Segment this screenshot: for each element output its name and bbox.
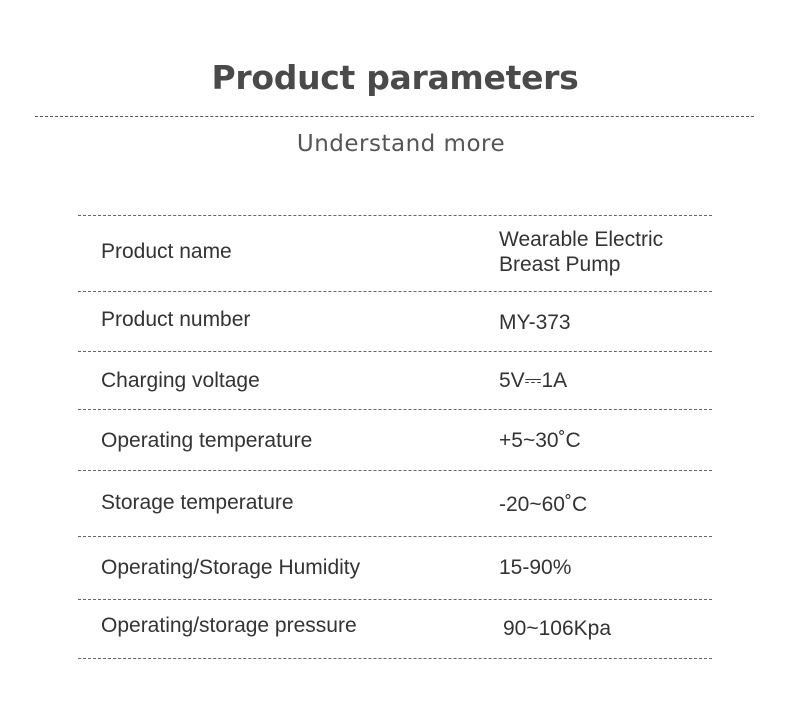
param-value: Breast Pump	[499, 253, 621, 276]
param-value: 90~106Kpa	[503, 617, 612, 640]
param-value: 15-90%	[499, 556, 572, 579]
param-label: Operating/Storage Humidity	[101, 556, 361, 579]
page-title: Product parameters	[211, 58, 579, 97]
subtitle: Understand more	[296, 131, 506, 157]
param-value: MY-373	[499, 311, 571, 334]
param-value: +5~30˚C	[499, 429, 581, 452]
param-label: Operating/storage pressure	[101, 614, 357, 637]
param-value: -20~60˚C	[499, 493, 588, 516]
param-label: Product number	[101, 308, 251, 331]
title-divider	[35, 116, 754, 117]
param-label: Storage temperature	[101, 491, 294, 514]
param-label: Operating temperature	[101, 429, 313, 452]
param-value: 5V⎓1A	[499, 369, 568, 392]
row-divider	[78, 599, 712, 600]
row-divider	[78, 351, 712, 352]
row-divider	[78, 658, 712, 659]
row-divider	[78, 470, 712, 471]
param-value: Wearable Electric	[499, 228, 664, 251]
row-divider	[78, 409, 712, 410]
row-divider	[78, 215, 712, 216]
param-label: Charging voltage	[101, 369, 260, 392]
row-divider	[78, 291, 712, 292]
row-divider	[78, 536, 712, 537]
param-label: Product name	[101, 240, 232, 263]
